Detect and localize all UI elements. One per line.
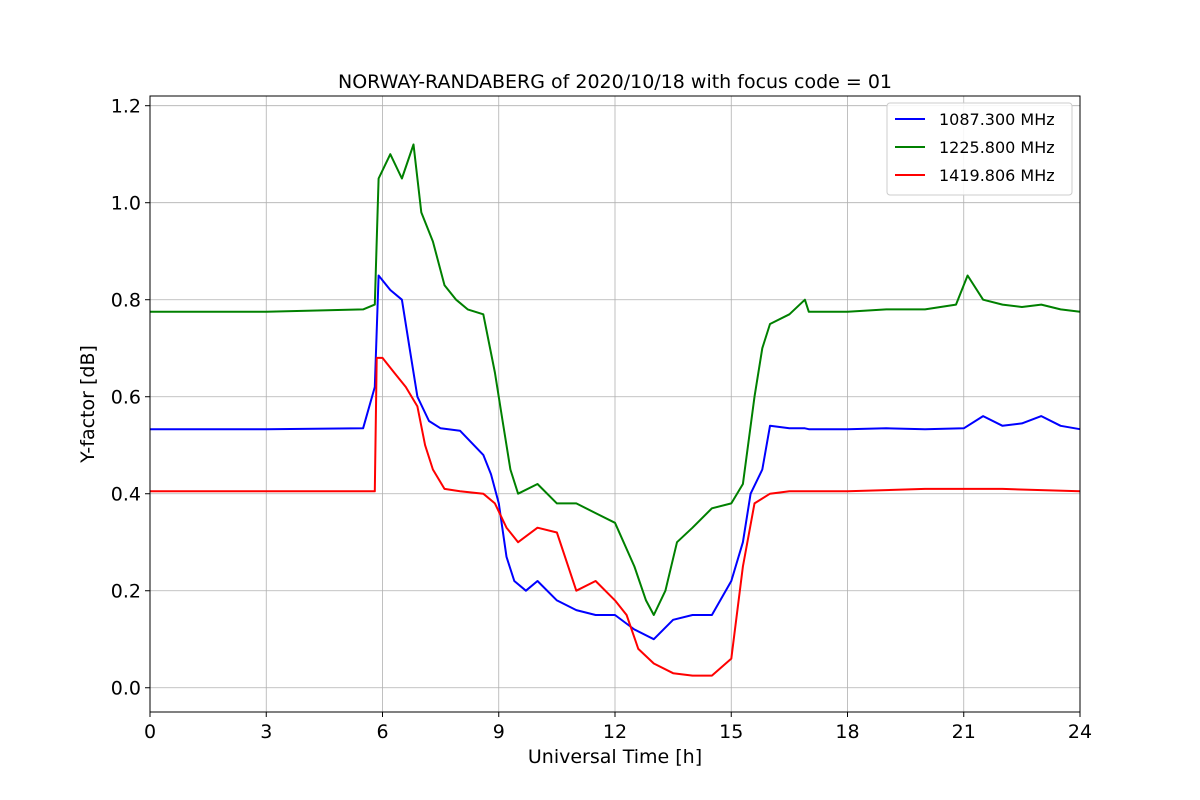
x-tick-label: 21 — [952, 721, 976, 743]
y-tick-label: 1.0 — [111, 193, 141, 215]
series-group — [150, 143, 1081, 677]
y-tick-label: 0.4 — [111, 484, 141, 506]
y-tick-label: 0.6 — [111, 387, 141, 409]
y-axis-label: Y-factor [dB] — [77, 345, 99, 464]
legend-box — [886, 102, 1073, 196]
x-axis-label: Universal Time [h] — [528, 746, 702, 768]
legend-label: 1087.300 MHz — [939, 110, 1055, 129]
series-line-0 — [150, 274, 1081, 641]
series-line-1 — [150, 143, 1081, 616]
x-tick-label: 3 — [260, 721, 272, 743]
chart-title: NORWAY-RANDABERG of 2020/10/18 with focu… — [338, 71, 892, 93]
x-tick-label: 18 — [835, 721, 859, 743]
x-tick-label: 0 — [144, 721, 156, 743]
series-line-2 — [150, 356, 1081, 677]
x-tick-label: 6 — [376, 721, 388, 743]
legend: 1087.300 MHz 1225.800 MHz 1419.806 MHz — [886, 102, 1073, 196]
legend-label: 1419.806 MHz — [939, 166, 1055, 185]
legend-label: 1225.800 MHz — [939, 138, 1055, 157]
x-tick-label: 12 — [603, 721, 627, 743]
x-tick-label: 15 — [719, 721, 743, 743]
y-tick-label: 0.0 — [111, 678, 141, 700]
grid-lines — [149, 96, 1081, 712]
y-tick-label: 0.2 — [111, 581, 141, 603]
y-axis: 0.0 0.2 0.4 0.6 0.8 1.0 1.2 — [111, 96, 150, 700]
x-axis: 0 3 6 9 12 15 18 21 24 — [144, 712, 1092, 743]
y-tick-label: 1.2 — [111, 96, 141, 118]
y-tick-label: 0.8 — [111, 290, 141, 312]
x-tick-label: 24 — [1068, 721, 1092, 743]
x-tick-label: 9 — [493, 721, 505, 743]
